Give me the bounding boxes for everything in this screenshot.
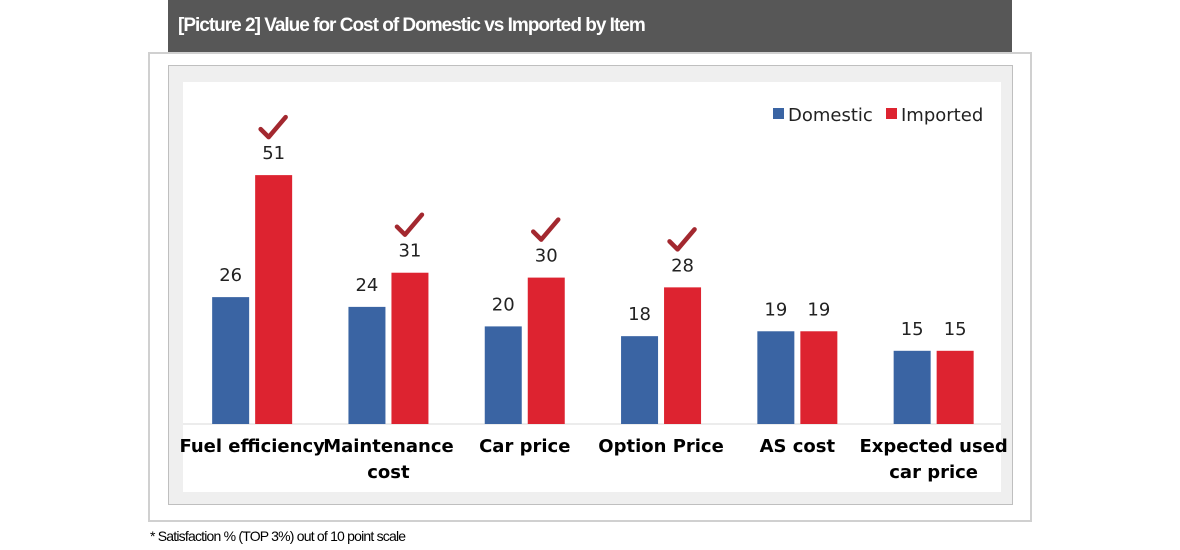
checkmark-icon xyxy=(258,114,288,140)
bar-domestic-car-price xyxy=(484,326,522,424)
data-label-imported-option-price: 28 xyxy=(671,255,694,276)
data-label-domestic-as-cost: 19 xyxy=(764,299,787,320)
bar-imported-option-price xyxy=(664,287,702,424)
checkmark-icon xyxy=(394,212,425,237)
category-label-as-cost: AS cost xyxy=(760,436,836,457)
category-label-expected-used-car-price: Expected used car price xyxy=(860,436,1008,483)
bar-domestic-as-cost xyxy=(757,331,795,424)
chart-title: [Picture 2] Value for Cost of Domestic v… xyxy=(178,15,646,36)
legend-label-domestic: Domestic xyxy=(788,105,873,126)
checkmark-icon xyxy=(531,217,561,242)
legend: Domestic Imported xyxy=(773,105,983,126)
data-labels-group: 26 51 24 31 20 30 18 28 19 19 15 15 xyxy=(219,143,966,340)
bar-domestic-fuel-efficiency xyxy=(212,297,250,424)
data-label-imported-maintenance-cost: 31 xyxy=(398,241,421,262)
data-label-domestic-option-price: 18 xyxy=(628,304,651,325)
bar-imported-car-price xyxy=(527,277,565,424)
data-label-imported-car-price: 30 xyxy=(535,246,558,267)
checkmarks-group xyxy=(258,114,697,252)
chart-title-bar: [Picture 2] Value for Cost of Domestic v… xyxy=(168,0,1012,52)
bar-imported-expected-used-car-price xyxy=(936,350,974,424)
data-label-domestic-car-price: 20 xyxy=(492,294,515,315)
data-label-imported-fuel-efficiency: 51 xyxy=(262,143,285,164)
legend-swatch-imported xyxy=(886,108,897,119)
data-label-domestic-maintenance-cost: 24 xyxy=(355,275,378,296)
bar-domestic-expected-used-car-price xyxy=(893,350,931,424)
checkmark-icon xyxy=(667,227,697,252)
bar-imported-fuel-efficiency xyxy=(255,175,293,424)
data-label-domestic-expected-used-car-price: 15 xyxy=(901,319,924,340)
category-label-maintenance-cost: Maintenance cost xyxy=(323,436,454,483)
data-label-domestic-fuel-efficiency: 26 xyxy=(219,265,242,286)
bar-imported-maintenance-cost xyxy=(391,272,429,424)
bar-imported-as-cost xyxy=(800,331,838,424)
bars-group xyxy=(212,175,974,424)
data-label-imported-expected-used-car-price: 15 xyxy=(944,319,967,340)
data-label-imported-as-cost: 19 xyxy=(807,299,830,320)
category-label-fuel-efficiency: Fuel efficiency xyxy=(179,436,325,457)
category-label-option-price: Option Price xyxy=(598,436,724,457)
category-label-car-price: Car price xyxy=(479,436,570,457)
legend-label-imported: Imported xyxy=(901,105,983,126)
legend-swatch-domestic xyxy=(773,108,784,119)
footnote: * Satisfaction % (TOP 3%) out of 10 poin… xyxy=(150,528,406,544)
bar-domestic-maintenance-cost xyxy=(348,306,386,424)
bar-domestic-option-price xyxy=(621,336,659,424)
